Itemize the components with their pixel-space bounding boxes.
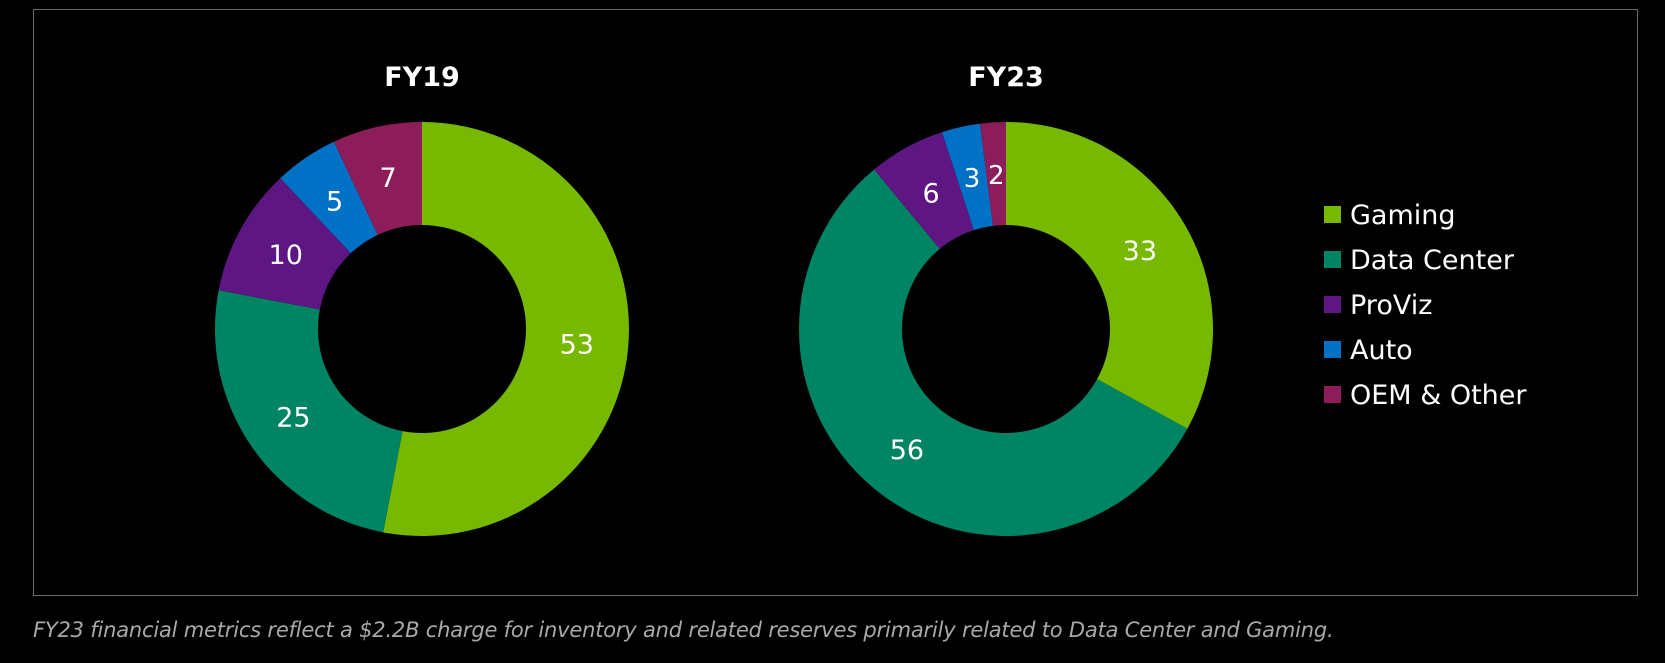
- data-label-oem-and-other: 7: [379, 163, 396, 194]
- legend-label-auto: Auto: [1350, 335, 1413, 366]
- slice-auto: [942, 123, 993, 231]
- data-label-proviz: 6: [922, 179, 939, 210]
- donut-chart-fy19: FY19 53 25 10 5 7: [215, 62, 630, 536]
- slice-gaming: [1006, 122, 1214, 429]
- donut-chart-fy23: FY23 33 56 6 3 2: [798, 62, 1214, 536]
- legend-swatch-proviz: [1324, 296, 1341, 313]
- data-label-gaming: 53: [560, 330, 594, 361]
- data-label-auto: 5: [326, 186, 343, 217]
- slice-oem-and-other: [980, 122, 1006, 226]
- legend-swatch-oem-and-other: [1324, 386, 1341, 403]
- data-label-oem-and-other: 2: [988, 161, 1005, 191]
- slice-data-center: [798, 169, 1188, 536]
- slice-proviz: [874, 132, 974, 249]
- slice-oem-and-other: [333, 122, 422, 235]
- data-label-data-center: 56: [890, 435, 924, 466]
- legend-swatch-data-center: [1324, 251, 1341, 268]
- legend-label-data-center: Data Center: [1350, 245, 1515, 276]
- chart-frame: [33, 9, 1638, 596]
- data-label-gaming: 33: [1123, 236, 1157, 267]
- footnote: FY23 financial metrics reflect a $2.2B c…: [33, 618, 1334, 642]
- legend-label-proviz: ProViz: [1350, 290, 1432, 321]
- slice-proviz: [218, 178, 351, 310]
- legend-label-oem-and-other: OEM & Other: [1350, 380, 1527, 411]
- data-label-auto: 3: [964, 164, 981, 194]
- legend-label-gaming: Gaming: [1350, 200, 1456, 231]
- legend: Gaming Data Center ProViz Auto OEM & Other: [1324, 200, 1527, 411]
- data-label-proviz: 10: [269, 240, 303, 271]
- slice-gaming: [383, 122, 630, 536]
- slice-data-center: [215, 290, 403, 533]
- slice-auto: [280, 141, 378, 254]
- chart-title: FY23: [968, 62, 1044, 93]
- data-label-data-center: 25: [276, 402, 310, 433]
- legend-swatch-gaming: [1324, 206, 1341, 223]
- chart-title: FY19: [384, 62, 460, 93]
- legend-swatch-auto: [1324, 341, 1341, 358]
